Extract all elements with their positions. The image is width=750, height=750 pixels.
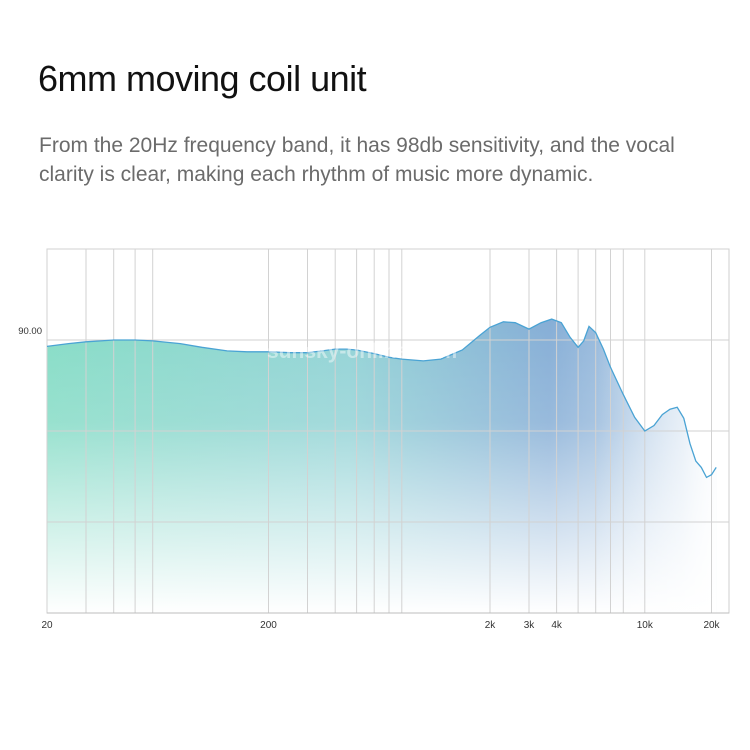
- x-tick-label: 10k: [637, 620, 654, 631]
- y-tick-label: 90.00: [18, 326, 42, 337]
- response-area-layer: [47, 319, 717, 613]
- x-tick-label: 4k: [551, 620, 563, 631]
- tick-labels-layer: 20 200 2k 3k 4k 10k 20k 90.00: [18, 326, 720, 631]
- x-tick-label: 20: [41, 620, 53, 631]
- watermark: sunsky-online.com: [267, 340, 458, 363]
- page-subtitle: From the 20Hz frequency band, it has 98d…: [39, 134, 675, 186]
- response-line-layer: [46, 318, 717, 479]
- response-area-fade-right: [47, 319, 717, 613]
- x-tick-label: 20k: [703, 620, 720, 631]
- grid-layer: [46, 248, 730, 614]
- x-tick-label: 2k: [485, 620, 497, 631]
- page-title: 6mm moving coil unit: [38, 58, 367, 99]
- x-tick-label: 200: [260, 620, 277, 631]
- response-line: [46, 318, 717, 479]
- x-tick-label: 3k: [524, 620, 536, 631]
